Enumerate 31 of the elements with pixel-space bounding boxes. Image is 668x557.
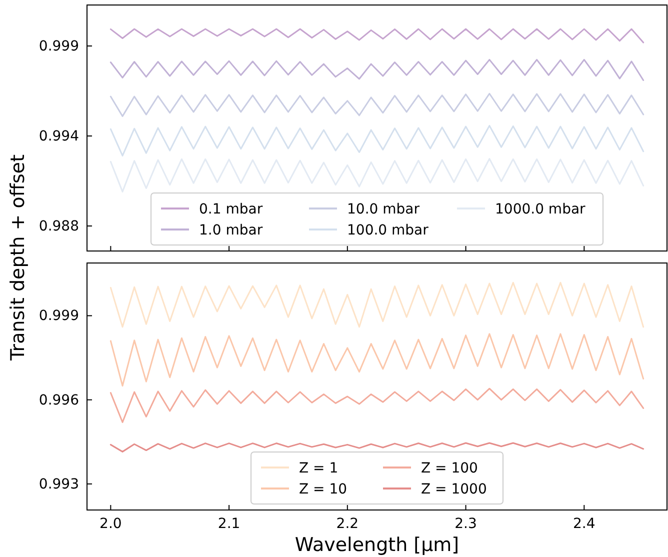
- y-tick-label: 0.999: [38, 38, 79, 54]
- legend-label: Z = 1: [299, 460, 338, 476]
- legend-label: 1000.0 mbar: [495, 201, 586, 218]
- line-series: [110, 28, 644, 44]
- x-tick-label: 2.0: [100, 516, 122, 532]
- y-tick-label: 0.996: [38, 392, 80, 408]
- x-axis-title: Wavelength [µm]: [294, 534, 460, 556]
- legend-label: 0.1 mbar: [199, 201, 263, 218]
- legend-label: Z = 100: [421, 460, 478, 476]
- line-series: [110, 333, 644, 387]
- line-series: [110, 282, 644, 328]
- x-tick-label: 2.2: [336, 516, 359, 532]
- line-series: [110, 158, 644, 192]
- legend-label: 1.0 mbar: [199, 222, 263, 238]
- x-tick-label: 2.1: [218, 516, 240, 532]
- line-series: [110, 58, 644, 82]
- legend-label: Z = 1000: [421, 481, 487, 498]
- line-series: [110, 442, 644, 452]
- legend-label: Z = 10: [299, 481, 348, 498]
- y-tick-label: 0.999: [38, 308, 79, 324]
- line-series: [110, 388, 644, 423]
- legend-label: 100.0 mbar: [347, 222, 429, 238]
- y-tick-label: 0.994: [38, 128, 80, 144]
- x-tick-label: 2.3: [454, 516, 477, 532]
- legend-label: 10.0 mbar: [347, 201, 420, 218]
- y-tick-label: 0.988: [38, 218, 79, 234]
- x-tick-label: 2.4: [573, 516, 596, 532]
- line-series: [110, 124, 644, 156]
- y-axis-title: Transit depth + offset: [7, 154, 29, 362]
- y-tick-label: 0.993: [38, 476, 79, 492]
- line-series: [110, 92, 644, 118]
